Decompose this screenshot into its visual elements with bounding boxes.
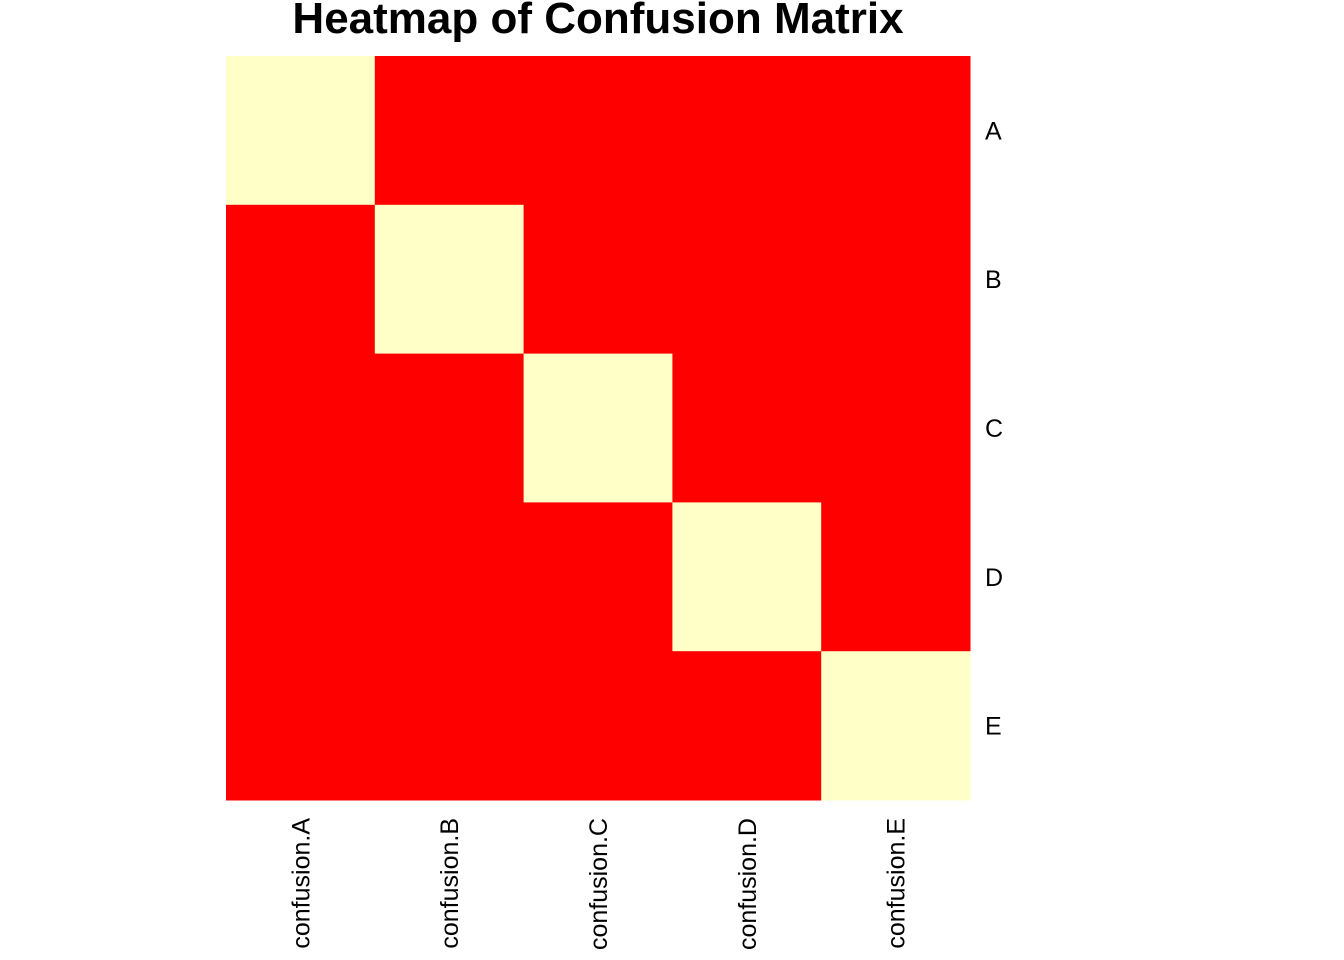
row-labels: A B C D E [985,117,1003,740]
heatmap-cell [672,651,822,801]
heatmap-cell [374,56,525,206]
chart-title: Heatmap of Confusion Matrix [292,0,904,43]
heatmap-cell [374,353,525,503]
heatmap-cell [523,204,673,355]
heatmap-cell [523,353,673,503]
heatmap-cell [821,204,971,355]
heatmap-cell [523,502,673,652]
heatmap-cell [523,56,673,206]
heatmap-cell [226,651,376,801]
heatmap-cell [672,502,822,652]
row-label: C [985,415,1003,443]
heatmap-cells [226,56,971,801]
heatmap-cell [672,56,822,206]
heatmap-cell [374,204,525,355]
heatmap-cell [672,353,822,503]
column-labels: confusion.A confusion.B confusion.C confusi… [287,818,910,950]
heatmap-cell [374,502,525,652]
row-label: D [985,564,1003,592]
row-label: A [985,117,1002,145]
column-label: confusion.D [734,818,762,950]
row-label: B [985,266,1002,294]
column-label: confusion.A [287,818,315,949]
heatmap-cell [821,502,971,652]
heatmap-cell [821,651,971,801]
column-label: confusion.B [436,818,464,949]
row-label: E [985,713,1002,741]
heatmap-cell [821,353,971,503]
heatmap-cell [821,56,971,206]
column-label: confusion.C [585,818,613,950]
heatmap-cell [226,56,376,206]
heatmap-cell [226,204,376,355]
heatmap-cell [672,204,822,355]
heatmap-cell [226,353,376,503]
heatmap-cell [523,651,673,801]
heatmap-cell [374,651,525,801]
column-label: confusion.E [883,818,911,949]
heatmap-cell [226,502,376,652]
